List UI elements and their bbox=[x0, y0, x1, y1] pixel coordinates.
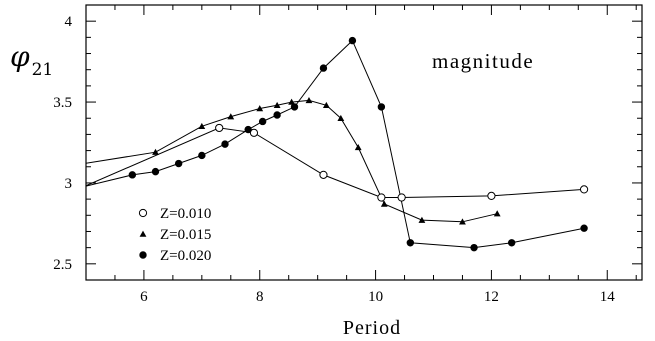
data-point-series-1 bbox=[215, 123, 224, 133]
data-point-series-2 bbox=[418, 216, 426, 223]
x-tick-label: 14 bbox=[600, 289, 616, 305]
legend-label-3: Z=0.020 bbox=[160, 248, 211, 264]
plot-frame bbox=[85, 4, 643, 281]
y-tick-label: 4 bbox=[65, 14, 73, 30]
data-point-series-2 bbox=[198, 122, 206, 130]
data-point-series-3 bbox=[128, 171, 137, 179]
data-point-series-3 bbox=[377, 103, 386, 111]
data-point-series-2 bbox=[305, 97, 313, 104]
data-point-series-3 bbox=[507, 239, 516, 247]
data-point-series-1 bbox=[319, 170, 328, 179]
data-point-series-3 bbox=[406, 239, 415, 247]
data-point-series-3 bbox=[198, 151, 206, 160]
series-line-1 bbox=[86, 127, 585, 198]
annotation-magnitude: magnitude bbox=[432, 49, 534, 73]
y-axis-title: φ 21 bbox=[10, 40, 53, 80]
data-point-series-2 bbox=[493, 210, 501, 217]
y-tick-label: 2.5 bbox=[53, 257, 72, 273]
data-point-series-2 bbox=[273, 101, 281, 109]
data-point-series-1 bbox=[579, 185, 589, 194]
data-point-series-3 bbox=[0, 204, 3, 211]
data-point-series-2 bbox=[337, 114, 345, 121]
data-point-series-3 bbox=[273, 111, 281, 119]
data-point-series-1 bbox=[377, 193, 386, 202]
data-point-series-3 bbox=[244, 125, 252, 134]
data-point-series-3 bbox=[221, 140, 229, 148]
y-tick-label: 3.5 bbox=[53, 95, 72, 111]
data-point-series-2 bbox=[354, 143, 362, 151]
x-axis-title: Period bbox=[343, 317, 401, 339]
data-point-series-2 bbox=[380, 200, 388, 207]
data-point-series-3 bbox=[319, 64, 328, 72]
data-point-series-2 bbox=[288, 98, 296, 105]
data-point-series-1 bbox=[0, 220, 3, 227]
data-point-series-3 bbox=[174, 159, 183, 168]
data-point-series-3 bbox=[470, 243, 478, 252]
data-point-series-2 bbox=[227, 113, 235, 120]
legend-marker-1 bbox=[138, 208, 148, 218]
legend-label-1: Z=0.010 bbox=[160, 206, 211, 222]
x-tick-label: 10 bbox=[368, 289, 383, 305]
data-point-series-1 bbox=[487, 191, 496, 200]
legend-marker-3 bbox=[139, 251, 147, 259]
legend-label-2: Z=0.015 bbox=[160, 227, 211, 243]
data-point-series-3 bbox=[580, 224, 588, 232]
axis-ticks bbox=[85, 4, 642, 281]
data-point-series-2 bbox=[322, 101, 330, 109]
x-tick-label: 8 bbox=[256, 289, 264, 305]
data-point-series-2 bbox=[152, 148, 159, 155]
data-point-series-3 bbox=[258, 117, 267, 126]
series-line-2 bbox=[86, 99, 498, 223]
legend: Z=0.010 Z=0.015 Z=0.020 bbox=[138, 206, 211, 264]
data-point-series-1 bbox=[249, 128, 259, 137]
data-point-series-3 bbox=[290, 103, 299, 111]
axis-tick-labels: 6 8 10 12 14 2.5 3 3.5 4 bbox=[53, 14, 615, 305]
x-tick-label: 6 bbox=[140, 289, 148, 305]
series-markers bbox=[0, 36, 589, 252]
legend-marker-2 bbox=[139, 230, 147, 237]
x-tick-label: 12 bbox=[484, 289, 499, 305]
data-point-series-2 bbox=[256, 105, 264, 112]
data-point-series-3 bbox=[151, 167, 160, 176]
data-point-series-3 bbox=[348, 36, 357, 45]
data-point-series-1 bbox=[397, 193, 406, 202]
data-point-series-2 bbox=[459, 218, 466, 225]
y-tick-label: 3 bbox=[65, 176, 73, 192]
